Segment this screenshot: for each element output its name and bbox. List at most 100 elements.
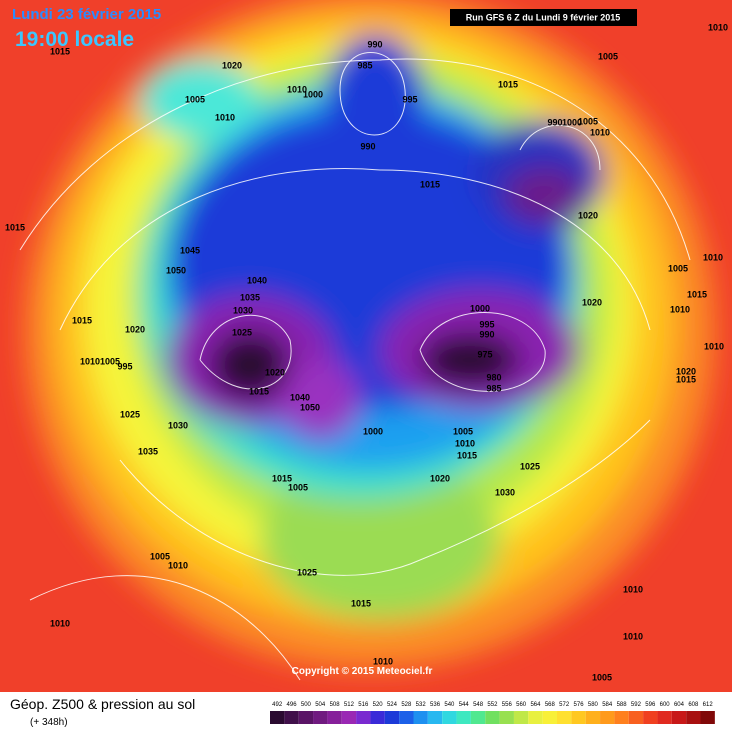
legend-label: 568 — [545, 702, 556, 708]
isobar-label: 990 — [479, 329, 494, 339]
isobar-label: 1015 — [420, 179, 440, 189]
isobar-label: 1050 — [166, 265, 186, 275]
legend-label: 580 — [588, 702, 599, 708]
isobar-label: 1005 — [598, 51, 618, 61]
legend-swatch — [614, 711, 629, 724]
legend: 492 496 500 504 508 512 516 520 524 528 532 536 540 5… — [270, 702, 715, 724]
legend-swatch — [413, 711, 428, 724]
legend-swatch — [442, 711, 457, 724]
isobar-label: 1010 — [704, 341, 724, 351]
isobar-label: 1025 — [520, 461, 540, 471]
legend-swatch — [542, 711, 557, 724]
isobar-label: 1035 — [138, 446, 158, 456]
legend-swatch — [298, 711, 314, 724]
legend-swatch — [356, 711, 371, 724]
legend-swatch — [313, 711, 328, 724]
legend-swatch — [513, 711, 529, 724]
legend-swatch — [571, 711, 586, 724]
legend-swatch — [557, 711, 572, 724]
isobar-label: 1015 — [457, 450, 477, 460]
isobar-label: 1030 — [233, 305, 253, 315]
isobar-label: 1005 — [185, 94, 205, 104]
isobar-label: 1020 — [265, 367, 285, 377]
legend-swatch — [686, 711, 701, 724]
isobar-label: 1010 — [708, 22, 728, 32]
isobar-label: 1010 — [703, 252, 723, 262]
legend-label: 524 — [387, 702, 398, 708]
legend-label: 588 — [617, 702, 628, 708]
legend-label: 604 — [674, 702, 685, 708]
isobar-label: 1000 — [470, 303, 490, 313]
legend-swatch — [600, 711, 615, 724]
isobar-label: 1010 — [670, 304, 690, 314]
legend-label: 492 — [272, 702, 283, 708]
legend-label: 564 — [530, 702, 541, 708]
isobar-label: 1020 — [676, 366, 696, 376]
legend-swatch — [327, 711, 342, 724]
legend-label: 520 — [373, 702, 384, 708]
map-field — [0, 0, 732, 692]
isobars — [19, 52, 691, 681]
isobar-label: 1005 — [578, 116, 598, 126]
isobar-label: 1015 — [351, 598, 371, 608]
legend-swatch — [399, 711, 414, 724]
isobar-label: 1020 — [430, 473, 450, 483]
legend-swatch — [370, 711, 385, 724]
isobar-label: 1010 — [50, 618, 70, 628]
legend-swatch — [341, 711, 357, 724]
isobar-label: 985 — [357, 60, 372, 70]
isobar-label: 1005 — [592, 672, 612, 682]
legend-label: 560 — [516, 702, 527, 708]
isobar-label: 1020 — [582, 297, 602, 307]
legend-label: 556 — [502, 702, 513, 708]
legend-label: 516 — [358, 702, 369, 708]
legend-swatch — [657, 711, 672, 724]
isobar-label: 995 — [402, 94, 417, 104]
legend-swatch — [700, 711, 715, 724]
copyright: Copyright © 2015 Meteociel.fr — [292, 666, 433, 677]
isobar-label: 1025 — [232, 327, 252, 337]
legend-label: 612 — [703, 702, 714, 708]
isobar-label: 990 — [367, 39, 382, 49]
legend-swatch — [284, 711, 299, 724]
legend-label: 500 — [301, 702, 312, 708]
legend-label: 584 — [602, 702, 613, 708]
legend-label: 552 — [487, 702, 498, 708]
legend-label: 576 — [574, 702, 585, 708]
isobar-label: 1050 — [300, 402, 320, 412]
isobar-label: 1015 — [249, 386, 269, 396]
legend-swatch — [427, 711, 443, 724]
isobar-label: 1005 — [668, 263, 688, 273]
isobar-label: 1015 — [498, 79, 518, 89]
legend-label: 504 — [315, 702, 326, 708]
isobar-label: 1005 — [288, 482, 308, 492]
isobar-label: 1030 — [168, 420, 188, 430]
isobar-label: 975 — [477, 349, 492, 359]
run-info: Run GFS 6 Z du Lundi 9 février 2015 — [466, 12, 621, 22]
isobar-label: 1010 — [623, 631, 643, 641]
isobar-label: 1010 — [80, 356, 100, 366]
legend-label: 544 — [459, 702, 470, 708]
run-date: Lundi 23 février 2015 — [12, 6, 161, 23]
isobar-label: 1015 — [676, 374, 696, 384]
legend-swatch — [528, 711, 543, 724]
footer-title: Géop. Z500 & pression au sol — [10, 696, 195, 712]
legend-swatch — [628, 711, 644, 724]
run-box — [450, 9, 637, 26]
isobar-label: 1015 — [5, 222, 25, 232]
isobar-label: 1010 — [590, 127, 610, 137]
isobar-label: 1040 — [247, 275, 267, 285]
legend-swatch — [585, 711, 601, 724]
legend-swatch — [384, 711, 400, 724]
legend-swatch — [485, 711, 500, 724]
legend-swatch — [470, 711, 486, 724]
isobar-label: 1045 — [180, 245, 200, 255]
legend-swatch — [671, 711, 687, 724]
isobar-label: 1025 — [297, 567, 317, 577]
isobar-label: 990 — [547, 117, 562, 127]
legend-label: 532 — [416, 702, 427, 708]
isobar-label: 1005 — [453, 426, 473, 436]
isobar-label: 985 — [486, 383, 501, 393]
legend-label: 592 — [631, 702, 642, 708]
